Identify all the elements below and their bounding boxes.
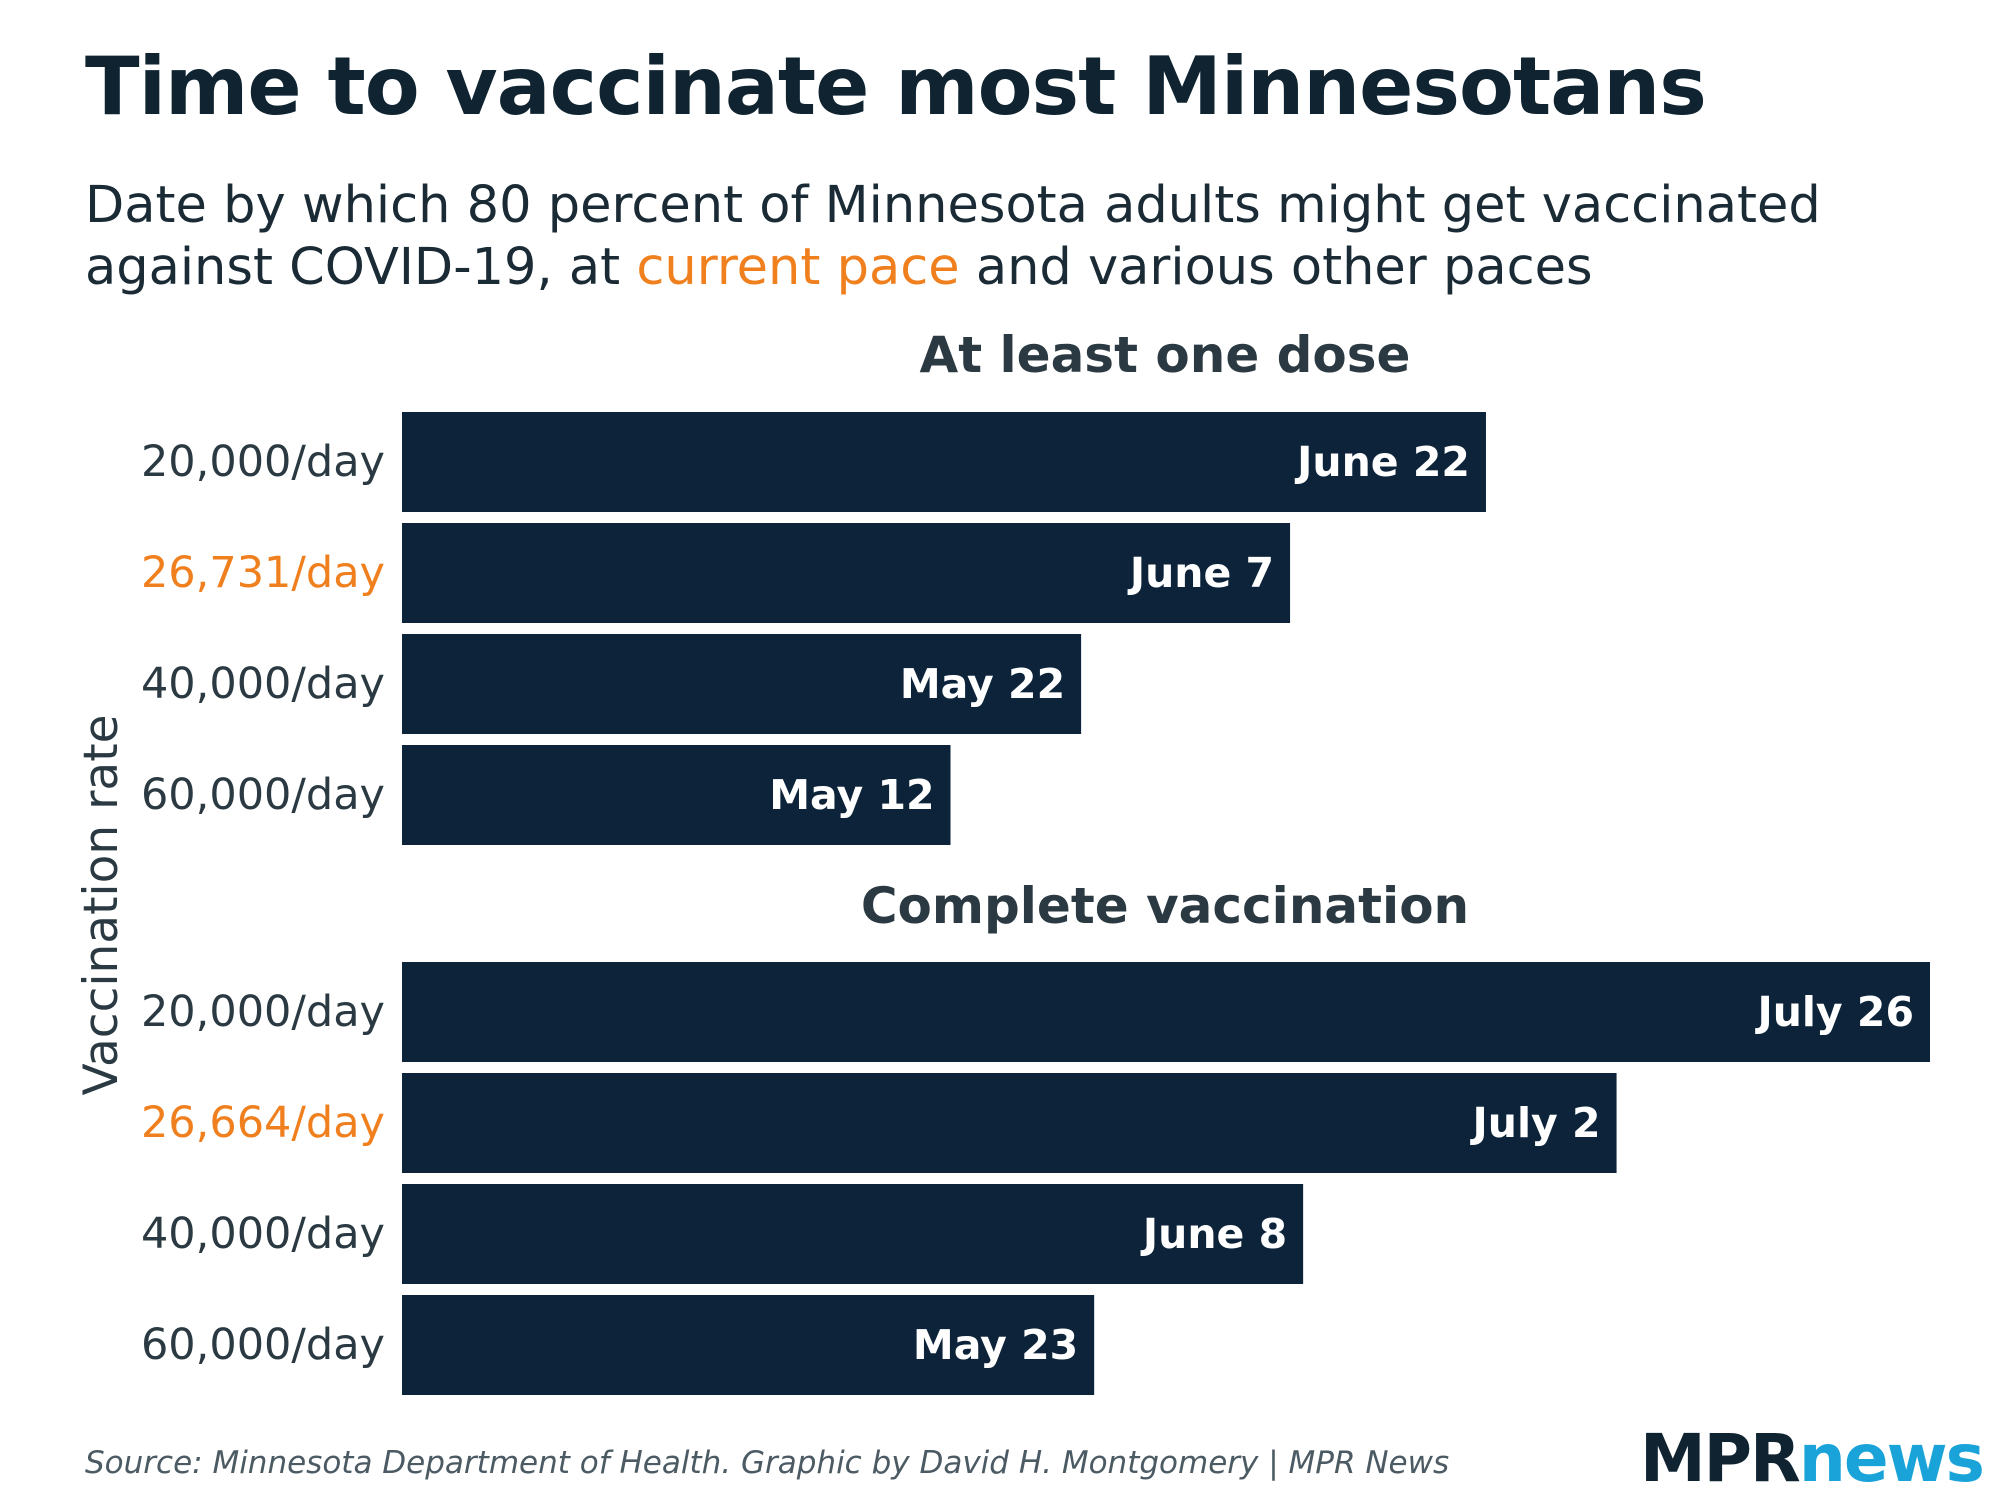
- bar: [402, 1073, 1617, 1173]
- category-label: 20,000/day: [141, 437, 385, 487]
- category-label: 40,000/day: [141, 659, 385, 709]
- category-label: 26,731/day: [141, 548, 385, 598]
- category-label: 26,664/day: [141, 1098, 385, 1148]
- subtitle-text-1: Date by which 80 percent of Minnesota ad…: [85, 176, 1821, 297]
- bar-value-label: July 26: [1754, 988, 1914, 1036]
- bar-value-label: May 12: [769, 771, 934, 819]
- bar: [402, 962, 1930, 1062]
- chart-subtitle: Date by which 80 percent of Minnesota ad…: [85, 175, 1935, 299]
- mpr-news-logo: MPRnews: [1640, 1420, 1985, 1497]
- chart-title: Time to vaccinate most Minnesotans: [85, 40, 1707, 133]
- bar: [402, 523, 1291, 623]
- subtitle-text-2: and various other paces: [959, 238, 1593, 297]
- bar-value-label: June 22: [1294, 438, 1470, 486]
- category-label: 60,000/day: [141, 770, 385, 820]
- logo-news: news: [1798, 1420, 1985, 1497]
- bar: [402, 634, 1082, 734]
- subtitle-highlight: current pace: [636, 238, 960, 297]
- category-label: 60,000/day: [141, 1320, 385, 1370]
- category-label: 40,000/day: [141, 1209, 385, 1259]
- bar: [402, 412, 1486, 512]
- category-label: 20,000/day: [141, 987, 385, 1037]
- bar-value-label: July 2: [1470, 1099, 1601, 1147]
- source-note: Source: Minnesota Department of Health. …: [85, 1445, 1450, 1481]
- bar-value-label: May 22: [900, 660, 1065, 708]
- panel-title: At least one dose: [920, 326, 1411, 384]
- bar-value-label: June 8: [1140, 1210, 1287, 1258]
- bar: [402, 1184, 1304, 1284]
- panel-title: Complete vaccination: [861, 877, 1469, 935]
- bar: [402, 745, 951, 845]
- y-axis-label: Vaccination rate: [74, 714, 129, 1095]
- logo-mpr: MPR: [1640, 1420, 1801, 1497]
- bar-value-label: May 23: [913, 1321, 1078, 1369]
- bar: [402, 1295, 1095, 1395]
- bar-value-label: June 7: [1127, 549, 1274, 597]
